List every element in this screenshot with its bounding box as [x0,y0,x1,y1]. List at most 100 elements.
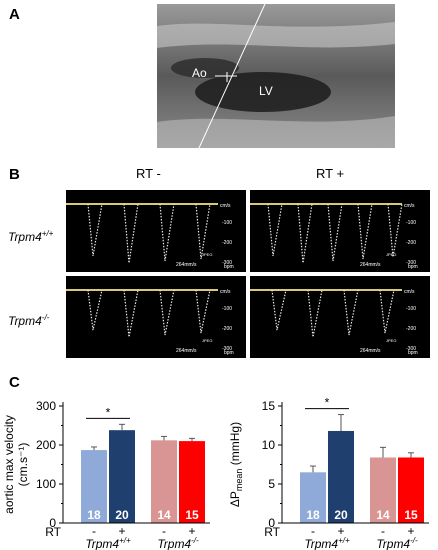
doppler-beat [195,203,211,260]
left-ventricle-label: LV [259,84,273,98]
doppler-beat [87,289,103,331]
rt-row-label: RT [45,525,61,539]
y-tick-label: 0 [268,516,275,530]
rt-value-label: + [337,524,344,538]
significance-star: * [325,396,330,410]
rt-value-label: - [162,524,166,538]
bar [151,440,177,523]
rt-value-label: + [188,524,195,538]
bar-n-label: 20 [334,508,348,522]
scale-tick-label: -200 [406,240,416,246]
doppler-beat [343,289,359,336]
rt-value-label: - [381,524,385,538]
bar-n-label: 14 [157,508,171,522]
y-tick-label: 300 [36,399,56,413]
column-header-rt-plus: RT + [316,166,345,181]
scale-tick-label: -200 [406,326,416,332]
aorta-label: Ao [192,66,207,80]
doppler-ko-rt-plus: cm/s -100 -200 -300 264mm/s JPEG bpm [250,276,430,358]
bar [328,430,354,523]
sweep-speed-label: 264mm/s [176,348,197,354]
bpm-label: bpm [408,264,418,270]
doppler-beat [195,289,211,334]
doppler-wt-rt-minus: cm/s -100 -200 -300 264mm/s JPEG bpm [66,190,246,272]
doppler-beat [87,203,103,257]
group-label: Trpm4-/- [376,536,418,550]
doppler-beat [297,203,313,264]
doppler-beat [159,203,175,262]
doppler-beat [271,289,287,331]
scale-tick-label: -100 [222,220,232,226]
doppler-beat [267,203,283,257]
jpeg-label: JPEG [386,338,396,343]
y-tick-label: 200 [36,438,56,452]
panel-a-letter: A [9,6,20,23]
sweep-speed-label: 264mm/s [360,348,381,354]
scale-tick-label: -100 [406,306,416,312]
doppler-ko-rt-minus: cm/s -100 -200 -300 264mm/s JPEG bpm [66,276,246,358]
sweep-speed-label: 264mm/s [360,262,381,268]
group-label: Trpm4+/+ [85,536,131,550]
y-tick-label: 5 [268,477,275,491]
bar [81,450,107,523]
jpeg-label: JPEG [202,252,212,257]
doppler-wt-rt-plus: cm/s -100 -200 -300 264mm/s JPEG bpm [250,190,430,272]
scale-unit-label: cm/s [404,203,415,209]
y-tick-label: 0 [49,516,56,530]
scale-tick-label: -200 [222,240,232,246]
doppler-trace: cm/s -100 -200 -300 264mm/s JPEG bpm [66,203,234,270]
doppler-beat [159,289,175,336]
doppler-beat [327,203,343,262]
jpeg-label: JPEG [386,252,396,257]
doppler-beat [123,289,139,338]
bar [398,457,424,523]
panel-c-letter: C [9,374,20,391]
row-label-wildtype: Trpm4+/+ [8,229,54,244]
scale-tick-label: -200 [222,326,232,332]
doppler-beat [379,289,395,334]
doppler-beat [357,203,373,260]
jpeg-label: JPEG [202,338,212,343]
bar [109,430,135,523]
bpm-label: bpm [408,350,418,356]
scale-unit-label: cm/s [220,289,231,295]
bar [300,472,326,523]
scale-tick-label: -100 [406,220,416,226]
echocardiogram-image: Ao LV [157,4,395,148]
rt-value-label: + [407,524,414,538]
doppler-beat [123,203,139,264]
bar-n-label: 18 [306,508,320,522]
column-header-rt-minus: RT - [136,166,161,181]
group-label: Trpm4-/- [157,536,199,550]
scale-tick-label: -300 [222,346,232,352]
sweep-speed-label: 264mm/s [176,262,197,268]
y-tick-label: 10 [262,438,276,452]
rt-row-label: RT [264,525,280,539]
doppler-trace: cm/s -100 -200 -300 264mm/s JPEG bpm [250,289,418,356]
bar-n-label: 18 [87,508,101,522]
scale-tick-label: -300 [406,346,416,352]
bpm-label: bpm [224,264,234,270]
scale-tick-label: -300 [222,260,232,266]
bar [370,457,396,523]
y-axis-title: ΔPmean (mmHg) [228,422,244,507]
row-label-knockout: Trpm4-/- [8,313,50,328]
panel-b-letter: B [9,166,20,183]
bpm-label: bpm [224,350,234,356]
echo-texture [157,4,395,148]
y-tick-label: 15 [262,399,276,413]
scale-tick-label: -100 [222,306,232,312]
doppler-trace: cm/s -100 -200 -300 264mm/s JPEG bpm [66,289,234,356]
bar-n-label: 15 [185,508,199,522]
scale-tick-label: -300 [406,260,416,266]
rt-value-label: + [118,524,125,538]
doppler-beat [307,289,323,338]
group-label: Trpm4+/+ [304,536,350,550]
bar-n-label: 20 [115,508,129,522]
rt-value-label: - [311,524,315,538]
y-axis-title: aortic max velocity(cm.s⁻¹) [2,415,30,514]
scale-unit-label: cm/s [404,289,415,295]
bar-n-label: 15 [404,508,418,522]
